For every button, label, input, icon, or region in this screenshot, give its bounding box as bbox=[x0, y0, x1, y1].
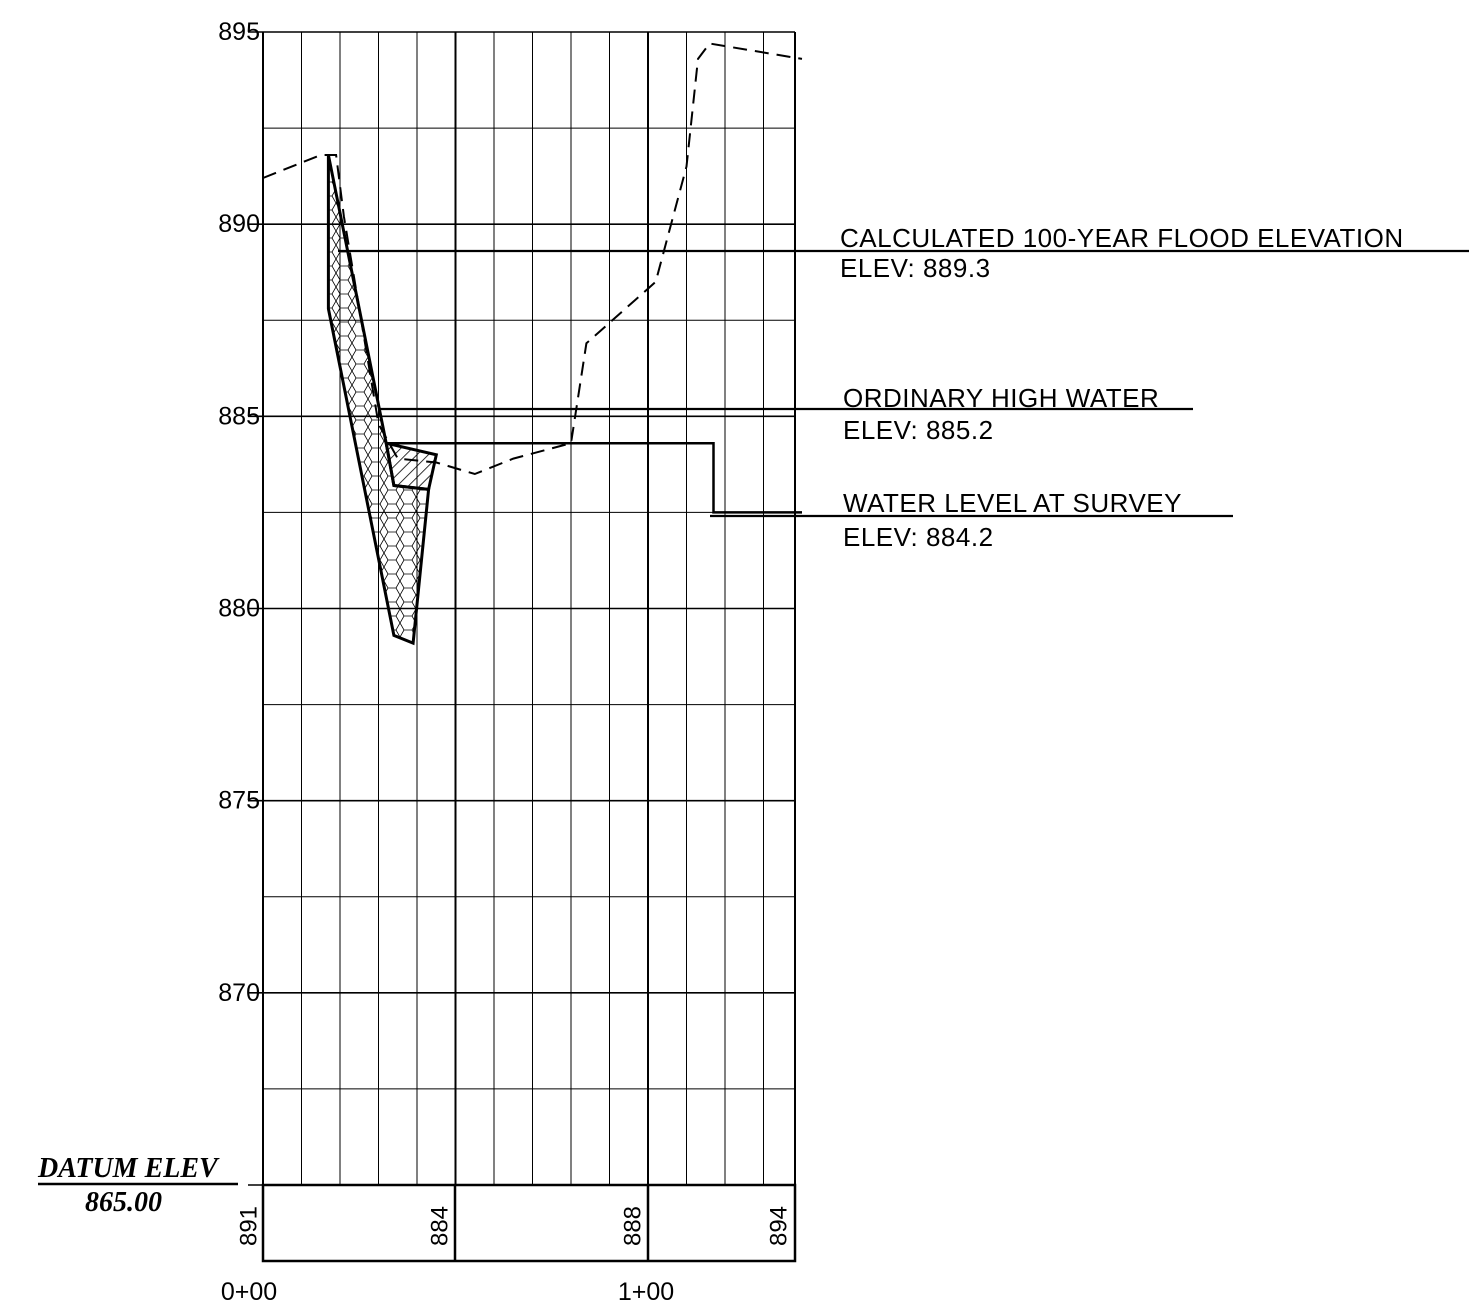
annotation-elevation: ELEV: 885.2 bbox=[843, 415, 994, 445]
elevation-tick-label: 875 bbox=[218, 787, 260, 815]
elevation-tick-label: 890 bbox=[218, 210, 260, 238]
elevation-tick-label: 895 bbox=[218, 18, 260, 46]
elevation-axis-labels: 895 890 885 880 875 870 bbox=[218, 18, 260, 1007]
elevation-tick-label: 885 bbox=[218, 402, 260, 430]
station-axis-labels: 0+00 1+00 bbox=[221, 1278, 674, 1306]
hatched-fill-section bbox=[384, 441, 439, 492]
datum-value: 865.00 bbox=[85, 1187, 162, 1218]
band-elevation-label: 894 bbox=[765, 1206, 792, 1246]
datum-label: DATUM ELEV bbox=[37, 1153, 220, 1184]
elevation-grid bbox=[248, 31, 796, 1186]
annotation-elevation: ELEV: 884.2 bbox=[843, 522, 994, 552]
elevation-annotations: CALCULATED 100-YEAR FLOOD ELEVATIONELEV:… bbox=[338, 223, 1469, 552]
band-elevation-label: 888 bbox=[619, 1206, 646, 1246]
band-frame bbox=[261, 1183, 797, 1263]
station-tick-label: 0+00 bbox=[221, 1278, 277, 1306]
datum-block: DATUM ELEV 865.00 bbox=[37, 1153, 238, 1218]
annotation-elevation: ELEV: 889.3 bbox=[840, 253, 991, 283]
elevation-tick-label: 880 bbox=[218, 595, 260, 623]
annotation-title: CALCULATED 100-YEAR FLOOD ELEVATION bbox=[840, 223, 1404, 253]
existing-ground-line bbox=[262, 42, 803, 476]
annotation-title: ORDINARY HIGH WATER bbox=[843, 383, 1159, 413]
station-tick-label: 1+00 bbox=[618, 1278, 674, 1306]
bottom-elevation-band: 891 884 888 894 bbox=[235, 1183, 797, 1263]
annotation-title: WATER LEVEL AT SURVEY bbox=[843, 488, 1182, 518]
water-level-line bbox=[386, 441, 802, 514]
elevation-tick-label: 870 bbox=[218, 979, 260, 1007]
band-elevation-label: 884 bbox=[426, 1206, 453, 1246]
band-elevation-label: 891 bbox=[235, 1206, 262, 1246]
